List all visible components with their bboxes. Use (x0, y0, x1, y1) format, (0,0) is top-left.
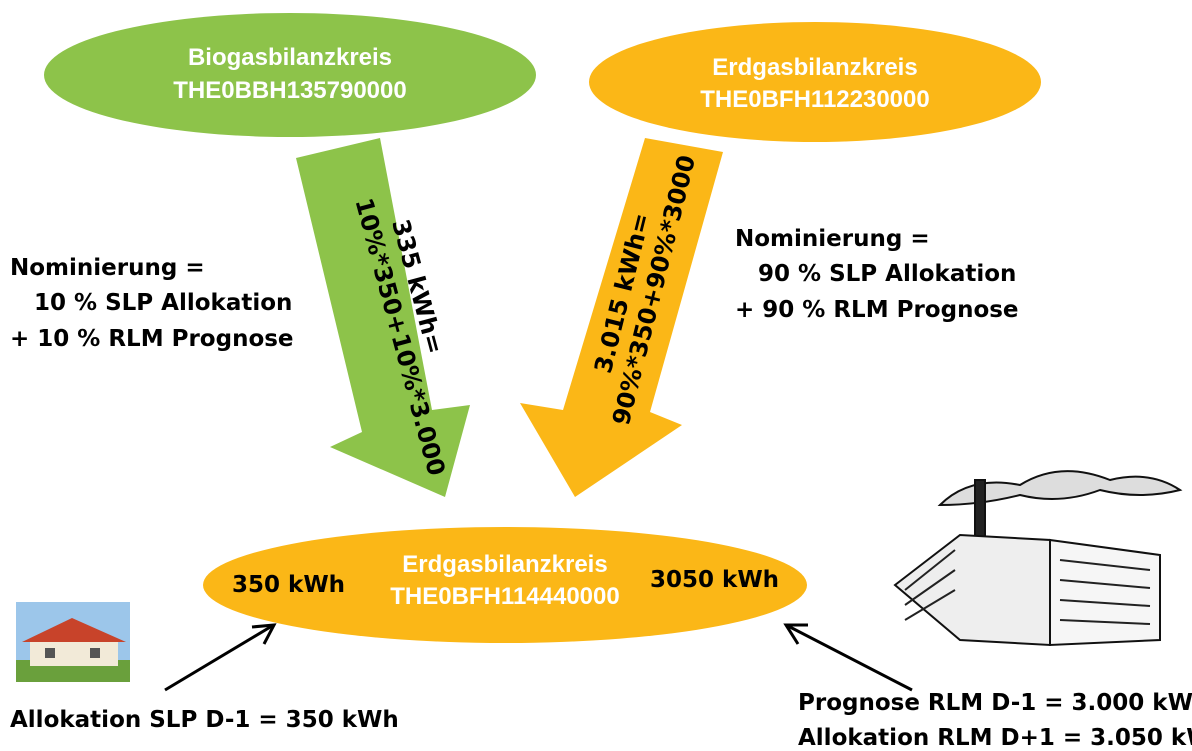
footer-text: Allokation SLP D-1 = 350 kWh (10, 707, 399, 733)
node-id: THE0BBH135790000 (173, 77, 406, 104)
node-value: 3050 kWh (650, 567, 779, 593)
note-text: Nominierung = (10, 255, 205, 281)
node-id: THE0BFH114440000 (390, 583, 619, 610)
node-label: Erdgasbilanzkreis (402, 551, 607, 578)
node-label: Erdgasbilanzkreis (712, 54, 917, 81)
note-text: + 90 % RLM Prognose (735, 297, 1019, 323)
footer-text: Prognose RLM D-1 = 3.000 kWh (798, 690, 1192, 716)
node-ellipse (589, 22, 1041, 142)
node-id: THE0BFH112230000 (700, 86, 929, 113)
note-text: 10 % SLP Allokation (34, 290, 292, 316)
node-ellipse (44, 13, 536, 137)
diagram: Biogasbilanzkreis THE0BBH135790000 Erdga… (0, 0, 1192, 751)
node-label: Biogasbilanzkreis (188, 44, 392, 71)
note-text: 90 % SLP Allokation (758, 261, 1016, 287)
house-icon (16, 602, 130, 682)
node-value: 350 kWh (232, 572, 345, 598)
note-text: + 10 % RLM Prognose (10, 326, 294, 352)
factory-icon (895, 471, 1180, 645)
footer-text: Allokation RLM D+1 = 3.050 kWh (798, 725, 1192, 751)
note-text: Nominierung = (735, 226, 930, 252)
